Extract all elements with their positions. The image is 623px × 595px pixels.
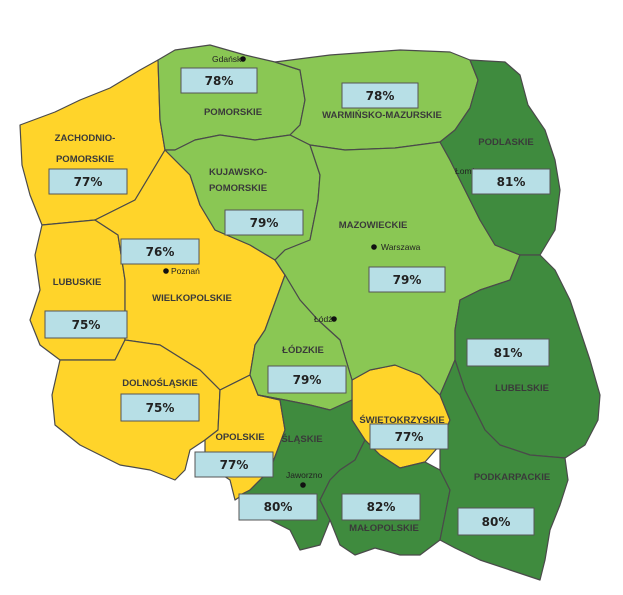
label-podkarpackie: PODKARPACKIE [474, 472, 550, 483]
city-dot-lodz [331, 316, 337, 322]
label-pomorskie: POMORSKIE [204, 107, 262, 118]
region-lubuskie [29, 219, 126, 361]
svg-text:77%: 77% [74, 175, 103, 189]
label-dolnoslaskie: DOLNOŚLĄSKIE [122, 377, 197, 389]
pct-box-mazowieckie: 79% [368, 266, 446, 293]
label-mazowieckie: MAZOWIECKIE [339, 220, 408, 231]
label-lubuskie: LUBUSKIE [53, 277, 102, 288]
svg-text:81%: 81% [497, 175, 526, 189]
city-jaworzno: Jaworzno [286, 470, 323, 480]
label-lodzkie: ŁÓDZKIE [282, 344, 324, 356]
svg-text:77%: 77% [220, 458, 249, 472]
label-wielkopolskie: WIELKOPOLSKIE [152, 293, 232, 304]
pct-box-opolskie: 77% [194, 451, 274, 478]
label-zachodniopomorskie-2: POMORSKIE [56, 154, 114, 165]
svg-text:80%: 80% [264, 500, 293, 514]
svg-text:79%: 79% [293, 373, 322, 387]
pct-box-warminsko-mazurskie: 78% [341, 82, 419, 109]
svg-text:78%: 78% [205, 74, 234, 88]
svg-text:78%: 78% [366, 89, 395, 103]
svg-text:76%: 76% [146, 245, 175, 259]
svg-text:79%: 79% [393, 273, 422, 287]
label-podlaskie: PODLASKIE [478, 137, 533, 148]
label-warminsko-mazurskie: WARMIŃSKO-MAZURSKIE [322, 110, 442, 121]
city-gdansk: Gdańsk [212, 54, 242, 64]
city-dot-jaworzno [300, 482, 306, 488]
label-swietokrzyskie: ŚWIĘTOKRZYSKIE [359, 414, 444, 426]
svg-text:75%: 75% [146, 401, 175, 415]
pct-box-wielkopolskie: 76% [120, 238, 200, 265]
city-warszawa: Warszawa [381, 242, 421, 252]
pct-box-podlaskie: 81% [471, 168, 551, 195]
label-malopolskie: MAŁOPOLSKIE [349, 523, 419, 534]
city-lodz: Łódź [314, 314, 332, 324]
city-dot-warszawa [371, 244, 377, 250]
city-dot-poznan [163, 268, 169, 274]
label-lubelskie: LUBELSKIE [495, 383, 549, 394]
svg-text:77%: 77% [395, 430, 424, 444]
pct-box-kujawsko-pomorskie: 79% [224, 209, 304, 236]
city-dot-gdansk [240, 56, 246, 62]
pct-box-lodzkie: 79% [267, 365, 347, 394]
pct-box-malopolskie: 82% [341, 493, 421, 521]
svg-text:75%: 75% [72, 318, 101, 332]
city-poznan: Poznań [171, 266, 200, 276]
city-lomza: Łomża [455, 166, 481, 176]
pct-box-swietokrzyskie: 77% [369, 423, 449, 450]
svg-text:81%: 81% [494, 346, 523, 360]
label-slaskie: ŚLĄSKIE [281, 433, 322, 445]
pct-box-dolnoslaskie: 75% [120, 393, 200, 422]
label-kujawsko-2: POMORSKIE [209, 183, 267, 194]
pct-box-zachodniopomorskie: 77% [48, 168, 128, 195]
label-kujawsko-1: KUJAWSKO- [209, 167, 267, 178]
svg-text:80%: 80% [482, 515, 511, 529]
pct-box-slaskie: 80% [238, 493, 318, 521]
pct-box-pomorskie: 78% [180, 67, 258, 94]
svg-text:82%: 82% [367, 500, 396, 514]
label-opolskie: OPOLSKIE [215, 432, 264, 443]
pct-box-lubelskie: 81% [466, 338, 550, 367]
pct-box-podkarpackie: 80% [457, 507, 535, 536]
pct-box-lubuskie: 75% [44, 310, 128, 339]
svg-text:79%: 79% [250, 216, 279, 230]
label-zachodniopomorskie-1: ZACHODNIO- [55, 133, 116, 144]
